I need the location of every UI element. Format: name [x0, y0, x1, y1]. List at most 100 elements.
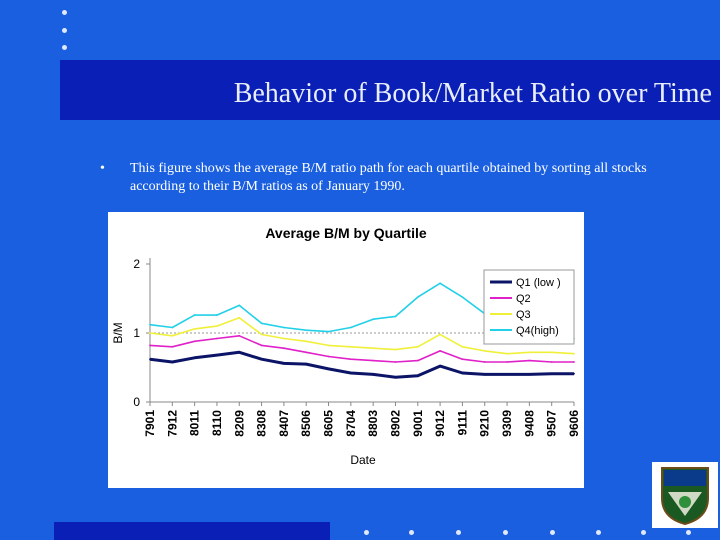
y-tick-label: 2: [133, 257, 140, 271]
data-point: [573, 372, 575, 375]
data-point: [327, 330, 330, 333]
data-point: [483, 373, 486, 376]
data-point: [550, 361, 553, 363]
data-point: [550, 372, 553, 375]
data-point: [305, 351, 308, 354]
data-point: [416, 345, 419, 348]
data-point: [193, 340, 196, 343]
data-point: [216, 314, 218, 316]
data-point: [171, 361, 174, 363]
data-point: [439, 365, 442, 368]
decorative-dot: [596, 530, 601, 535]
x-tick-label: 8308: [255, 410, 269, 437]
data-point: [461, 296, 464, 299]
title-band: Behavior of Book/Market Ratio over Time: [60, 60, 720, 120]
data-point: [439, 350, 442, 352]
data-point: [260, 333, 263, 336]
data-point: [305, 340, 308, 343]
decorative-dot: [456, 530, 461, 535]
decorative-dot: [62, 45, 67, 50]
series-line-2: [149, 335, 574, 363]
data-point: [149, 332, 151, 334]
decorative-dot: [62, 28, 67, 33]
data-point: [349, 345, 352, 348]
data-point: [439, 333, 442, 336]
slide-title: Behavior of Book/Market Ratio over Time: [233, 78, 712, 109]
legend-label: Q4(high): [516, 325, 559, 337]
data-point: [416, 374, 419, 377]
data-point: [506, 352, 508, 355]
decorative-dot: [686, 530, 691, 535]
data-point: [573, 361, 575, 363]
data-point: [216, 354, 218, 356]
x-tick-label: 8803: [366, 410, 380, 437]
legend-label: Q1 (low ): [516, 277, 561, 289]
bm-quartile-chart: Average B/M by Quartile 0 1 2 B/M 7901 7912 801…: [111, 225, 581, 467]
x-tick-label: 8209: [232, 410, 246, 437]
data-point: [260, 322, 263, 325]
data-point: [394, 376, 397, 379]
data-point: [483, 350, 486, 352]
y-tick-label: 1: [133, 326, 140, 340]
data-point: [193, 327, 196, 330]
data-point: [149, 323, 151, 326]
data-point: [349, 358, 352, 361]
data-point: [260, 344, 263, 347]
x-tick-label: 8011: [188, 410, 202, 436]
data-point: [238, 304, 241, 307]
bottom-band: [54, 522, 330, 540]
university-crest-logo: [652, 462, 718, 528]
x-axis-label: Date: [350, 453, 376, 467]
data-point: [528, 373, 531, 376]
chart-title: Average B/M by Quartile: [265, 225, 427, 241]
data-point: [372, 373, 375, 376]
data-point: [394, 361, 397, 363]
bullet-text: This figure shows the average B/M ratio …: [130, 161, 647, 194]
data-point: [528, 351, 531, 354]
data-point: [349, 372, 352, 374]
data-point: [305, 329, 308, 332]
y-tick-label: 0: [133, 395, 140, 409]
data-point: [305, 363, 308, 365]
data-point: [461, 358, 464, 361]
x-tick-label: 8110: [210, 410, 224, 436]
data-point: [506, 361, 508, 363]
series-line-3: [149, 317, 575, 355]
data-point: [327, 344, 330, 347]
decorative-dot: [550, 530, 555, 535]
data-point: [238, 316, 241, 319]
data-point: [171, 334, 174, 337]
data-point: [416, 359, 419, 362]
decorative-dot: [409, 530, 414, 535]
x-tick-label: 8605: [322, 410, 336, 437]
x-tick-label: 9012: [433, 410, 447, 437]
data-point: [528, 359, 531, 362]
data-point: [238, 351, 241, 354]
chart-panel: Average B/M by Quartile 0 1 2 B/M 7901 7912 801…: [108, 212, 584, 488]
data-point: [372, 359, 375, 362]
x-tick-label: 7901: [143, 410, 157, 437]
data-point: [327, 367, 330, 370]
data-point: [193, 314, 196, 316]
data-point: [327, 355, 330, 358]
data-point: [439, 282, 442, 285]
x-tick-label: 9309: [500, 410, 514, 437]
data-point: [282, 362, 285, 365]
data-point: [394, 348, 397, 351]
data-point: [282, 347, 285, 350]
data-point: [372, 347, 375, 350]
data-point: [372, 318, 375, 321]
crest-icon: [661, 467, 709, 526]
data-point: [506, 373, 508, 376]
x-tick-label: 9606: [567, 410, 581, 437]
data-point: [171, 326, 174, 329]
x-tick-label: 8407: [277, 410, 291, 437]
data-point: [193, 356, 196, 359]
data-point: [282, 326, 285, 329]
data-point: [394, 315, 397, 318]
x-tick-label: 9210: [478, 410, 492, 437]
x-tick-label: 8902: [388, 410, 402, 437]
data-point: [260, 358, 263, 361]
data-point: [149, 344, 151, 347]
x-tick-label: 9111: [455, 410, 469, 436]
